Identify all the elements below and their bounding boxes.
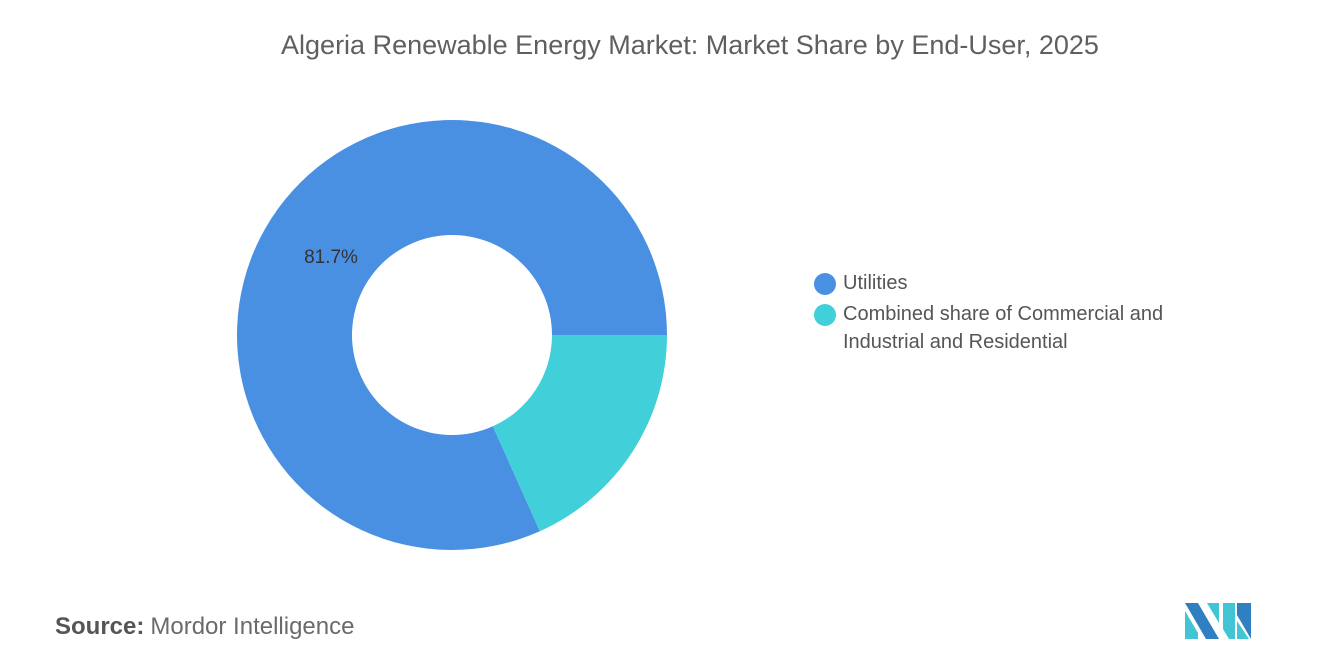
mordor-intelligence-logo — [1185, 603, 1251, 639]
donut-slice-0 — [237, 119, 667, 550]
legend-item-combined: Combined share of Commercial and Industr… — [814, 303, 1223, 356]
donut-slice-1 — [492, 335, 667, 532]
legend-swatch — [814, 273, 836, 295]
legend-item-utilities: Utilities — [814, 272, 1223, 297]
legend-swatch — [814, 304, 836, 326]
data-label-utilities: 81.7% — [304, 247, 358, 268]
legend: Utilities Combined share of Commercial a… — [814, 272, 1223, 362]
legend-label: Utilities — [843, 272, 908, 294]
donut-chart: 81.7% — [237, 119, 667, 550]
source-label: Source: — [55, 613, 145, 640]
source-value: Mordor Intelligence — [150, 613, 355, 640]
chart-title: Algeria Renewable Energy Market: Market … — [281, 30, 1099, 60]
source-note: Source: Mordor Intelligence — [55, 613, 354, 641]
legend-label: Combined share of Commercial and Industr… — [843, 303, 1164, 353]
